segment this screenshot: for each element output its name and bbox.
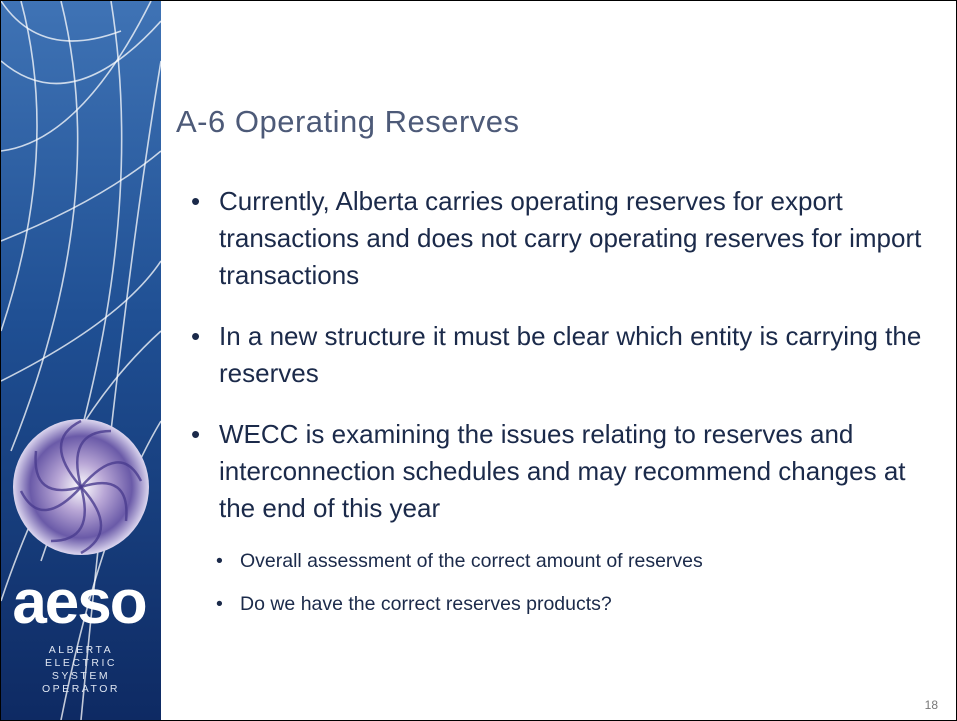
- bullet-marker: •: [216, 590, 223, 618]
- slide: aeso ALBERTAELECTRICSYSTEMOPERATOR A-6 O…: [0, 0, 957, 721]
- slide-title: A-6 Operating Reserves: [176, 104, 520, 140]
- page-number: 18: [925, 698, 938, 712]
- bullet-text: WECC is examining the issues relating to…: [219, 416, 931, 527]
- bullet-text: Currently, Alberta carries operating res…: [219, 183, 931, 294]
- bullet: • Currently, Alberta carries operating re…: [191, 183, 931, 294]
- logo-line: OPERATOR: [42, 683, 120, 695]
- bullet-marker: •: [191, 318, 200, 355]
- bullet: • WECC is examining the issues relating t…: [191, 416, 931, 527]
- bullet-text: In a new structure it must be clear whic…: [219, 318, 931, 392]
- bullet-marker: •: [191, 183, 200, 220]
- logo-line: ELECTRIC: [45, 657, 117, 669]
- logo-name: aeso: [12, 568, 145, 637]
- logo-line: ALBERTA: [49, 644, 113, 656]
- bullet: • In a new structure it must be clear whi…: [191, 318, 931, 392]
- logo-line: SYSTEM: [52, 670, 110, 682]
- sub-bullet: • Overall assessment of the correct amoun…: [216, 547, 936, 575]
- sub-bullet: • Do we have the correct reserves product…: [216, 590, 936, 618]
- bullet-marker: •: [191, 416, 200, 453]
- bullet-marker: •: [216, 547, 223, 575]
- bullet-text: Do we have the correct reserves products…: [240, 590, 936, 618]
- bullet-text: Overall assessment of the correct amount…: [240, 547, 936, 575]
